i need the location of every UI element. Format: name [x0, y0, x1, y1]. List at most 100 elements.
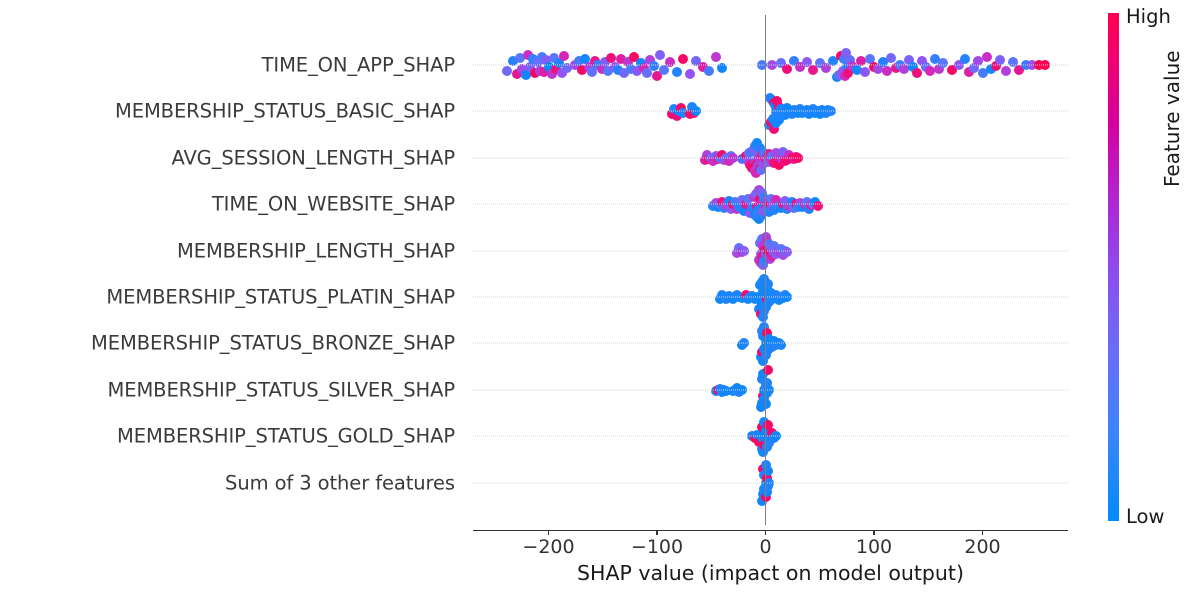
- beeswarm-point: [759, 321, 770, 332]
- beeswarm-point: [773, 114, 784, 125]
- beeswarm-point: [758, 447, 769, 458]
- beeswarm-point: [525, 62, 536, 73]
- beeswarm-point: [652, 71, 662, 82]
- gridline: [473, 435, 1068, 438]
- beeswarm-point: [775, 57, 786, 68]
- y-axis-label: MEMBERSHIP_STATUS_BRONZE_SHAP: [91, 331, 455, 355]
- beeswarm-point: [788, 55, 799, 66]
- beeswarm-point: [678, 108, 689, 119]
- beeswarm-point: [762, 419, 773, 430]
- beeswarm-point: [772, 96, 783, 107]
- beeswarm-point: [517, 63, 528, 74]
- beeswarm-point: [981, 52, 992, 63]
- beeswarm-point: [658, 64, 669, 75]
- x-axis-tick-label: 200: [964, 536, 1001, 558]
- beeswarm-point: [777, 146, 788, 157]
- beeswarm-point: [625, 64, 636, 74]
- beeswarm-point: [556, 67, 567, 78]
- beeswarm-point: [596, 63, 607, 74]
- beeswarm-point: [546, 69, 557, 80]
- beeswarm-point: [873, 64, 884, 74]
- beeswarm-point: [762, 365, 773, 376]
- beeswarm-point: [925, 66, 936, 76]
- beeswarm-point: [577, 65, 588, 76]
- y-axis-label: MEMBERSHIP_STATUS_GOLD_SHAP: [117, 424, 455, 448]
- beeswarm-point: [675, 102, 686, 113]
- gridline: [473, 250, 1068, 252]
- beeswarm-point: [808, 64, 819, 75]
- beeswarm-point: [1007, 57, 1018, 68]
- beeswarm-point: [522, 50, 533, 61]
- beeswarm-point: [877, 57, 888, 68]
- beeswarm-point: [814, 58, 825, 69]
- beeswarm-point: [573, 56, 584, 67]
- beeswarm-point: [622, 56, 633, 67]
- beeswarm-point: [840, 48, 851, 59]
- beeswarm-point: [812, 200, 823, 211]
- y-axis-label: MEMBERSHIP_STATUS_PLATIN_SHAP: [106, 285, 455, 309]
- beeswarm-point: [994, 55, 1005, 66]
- beeswarm-point: [638, 62, 649, 73]
- beeswarm-point: [775, 340, 786, 350]
- beeswarm-point: [603, 66, 614, 76]
- beeswarm-point: [782, 63, 793, 74]
- beeswarm-point: [1014, 65, 1025, 76]
- gridline: [473, 296, 1068, 299]
- y-axis-label: MEMBERSHIP_LENGTH_SHAP: [177, 239, 455, 263]
- beeswarm-point: [795, 62, 806, 72]
- beeswarm-point: [934, 63, 945, 74]
- beeswarm-point: [765, 194, 776, 204]
- x-axis-tick-label: 100: [855, 536, 893, 558]
- gridline: [473, 342, 1068, 345]
- beeswarm-point: [697, 62, 708, 72]
- plot-area: [473, 0, 1068, 530]
- beeswarm-point: [558, 51, 569, 62]
- beeswarm-point: [821, 62, 832, 73]
- y-axis-label: MEMBERSHIP_STATUS_BASIC_SHAP: [115, 99, 455, 123]
- beeswarm-point: [665, 57, 676, 68]
- beeswarm-point: [990, 61, 1001, 72]
- beeswarm-point: [704, 65, 715, 76]
- beeswarm-point: [908, 62, 919, 73]
- beeswarm-point: [684, 68, 695, 79]
- beeswarm-point: [532, 56, 543, 67]
- beeswarm-point: [691, 56, 702, 66]
- beeswarm-point: [761, 486, 772, 497]
- gridline: [473, 389, 1068, 391]
- beeswarm-point: [773, 159, 784, 170]
- beeswarm-point: [864, 54, 875, 64]
- x-axis-tick-label: −100: [630, 536, 684, 558]
- beeswarm-point: [842, 68, 853, 78]
- beeswarm-point: [841, 62, 852, 73]
- beeswarm-point: [629, 52, 640, 63]
- y-axis-label: AVG_SESSION_LENGTH_SHAP: [171, 146, 455, 170]
- beeswarm-point: [903, 54, 914, 65]
- colorbar-high-label: High: [1126, 5, 1171, 28]
- beeswarm-point: [912, 67, 923, 78]
- beeswarm-point: [561, 63, 572, 74]
- beeswarm-point: [801, 56, 812, 67]
- beeswarm-point: [964, 67, 975, 78]
- beeswarm-point: [916, 56, 927, 66]
- y-axis-label: TIME_ON_WEBSITE_SHAP: [211, 192, 455, 216]
- beeswarm-point: [655, 49, 666, 60]
- beeswarm-point: [762, 278, 773, 289]
- x-axis-tick-label: 0: [759, 536, 772, 558]
- beeswarm-point: [580, 54, 591, 64]
- beeswarm-point: [762, 465, 773, 476]
- beeswarm-point: [761, 377, 772, 388]
- beeswarm-point: [599, 57, 610, 68]
- beeswarm-point: [619, 68, 630, 78]
- beeswarm-point: [632, 66, 643, 77]
- y-axis-label: Sum of 3 other features: [225, 471, 455, 495]
- beeswarm-points-layer: [473, 0, 1068, 530]
- beeswarm-point: [845, 55, 856, 66]
- beeswarm-point: [769, 123, 780, 134]
- beeswarm-point: [678, 54, 689, 64]
- beeswarm-point: [539, 66, 550, 77]
- beeswarm-point: [502, 66, 513, 76]
- beeswarm-point: [1001, 66, 1012, 77]
- x-axis-tick: [981, 530, 984, 535]
- beeswarm-point: [738, 206, 749, 216]
